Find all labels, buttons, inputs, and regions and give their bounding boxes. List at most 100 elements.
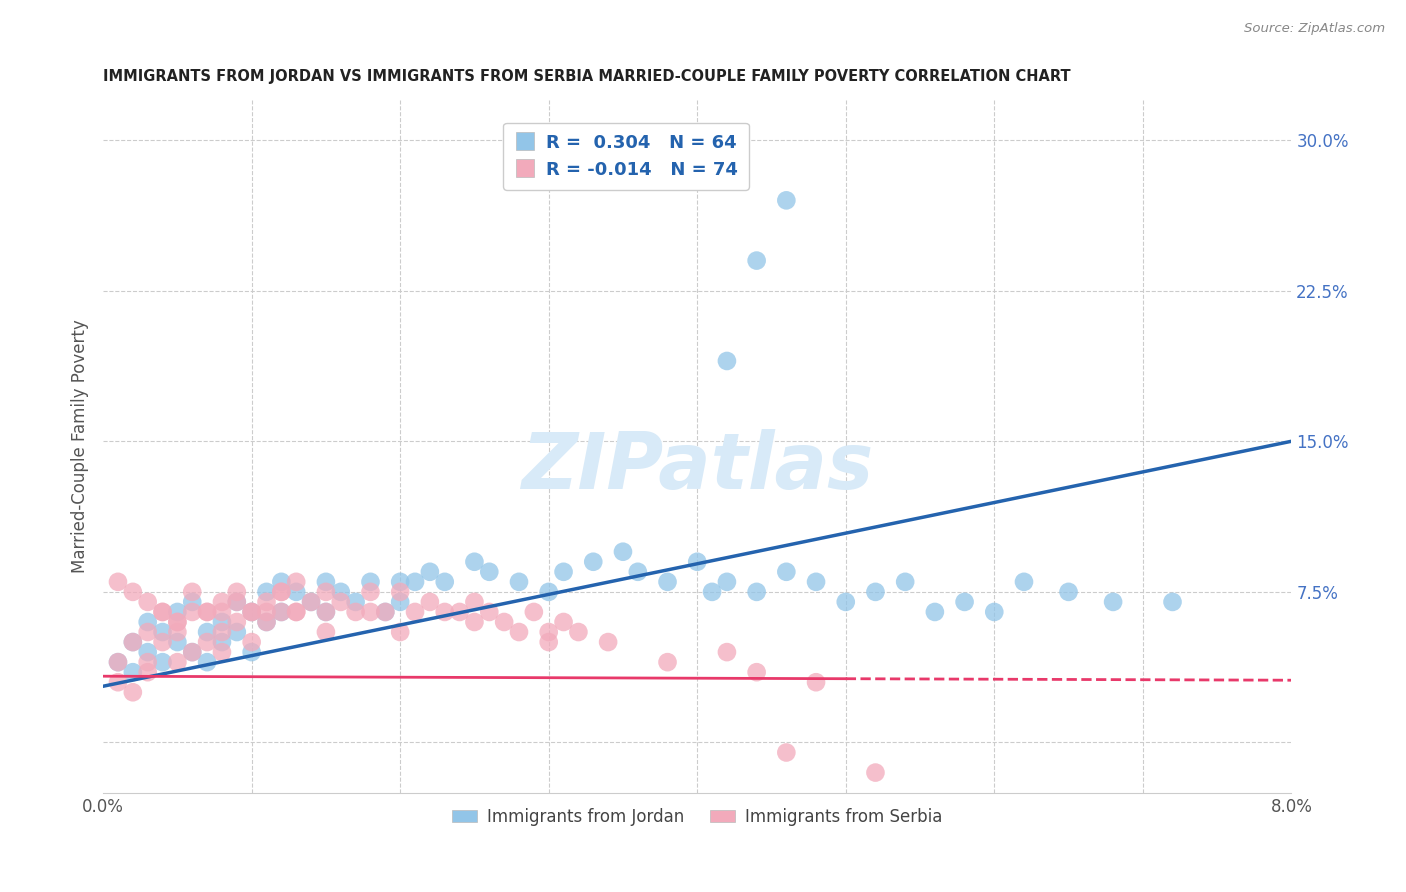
- Point: [166, 625, 188, 640]
- Point: [329, 595, 352, 609]
- Point: [121, 585, 143, 599]
- Y-axis label: Married-Couple Family Poverty: Married-Couple Family Poverty: [72, 319, 89, 574]
- Point: [700, 585, 723, 599]
- Point: [582, 555, 605, 569]
- Point: [181, 645, 204, 659]
- Point: [195, 605, 218, 619]
- Point: [612, 545, 634, 559]
- Point: [166, 605, 188, 619]
- Point: [389, 625, 412, 640]
- Point: [329, 585, 352, 599]
- Point: [152, 605, 174, 619]
- Point: [463, 555, 485, 569]
- Point: [270, 585, 292, 599]
- Point: [775, 194, 797, 208]
- Point: [404, 574, 426, 589]
- Point: [537, 585, 560, 599]
- Point: [716, 645, 738, 659]
- Point: [240, 645, 263, 659]
- Point: [152, 635, 174, 649]
- Point: [745, 253, 768, 268]
- Point: [359, 574, 381, 589]
- Point: [745, 665, 768, 680]
- Point: [270, 605, 292, 619]
- Point: [433, 574, 456, 589]
- Point: [419, 565, 441, 579]
- Point: [225, 595, 247, 609]
- Point: [433, 605, 456, 619]
- Point: [181, 585, 204, 599]
- Point: [804, 675, 827, 690]
- Point: [240, 605, 263, 619]
- Point: [166, 635, 188, 649]
- Point: [121, 685, 143, 699]
- Point: [256, 615, 278, 629]
- Point: [225, 615, 247, 629]
- Legend: Immigrants from Jordan, Immigrants from Serbia: Immigrants from Jordan, Immigrants from …: [446, 802, 949, 833]
- Point: [166, 655, 188, 669]
- Point: [315, 625, 337, 640]
- Point: [136, 595, 159, 609]
- Point: [121, 665, 143, 680]
- Point: [389, 595, 412, 609]
- Point: [299, 595, 322, 609]
- Point: [240, 635, 263, 649]
- Point: [315, 605, 337, 619]
- Point: [211, 635, 233, 649]
- Text: ZIPatlas: ZIPatlas: [522, 429, 873, 505]
- Point: [523, 605, 546, 619]
- Point: [567, 625, 589, 640]
- Point: [107, 574, 129, 589]
- Point: [404, 605, 426, 619]
- Point: [270, 585, 292, 599]
- Point: [716, 574, 738, 589]
- Point: [463, 595, 485, 609]
- Point: [136, 655, 159, 669]
- Point: [107, 655, 129, 669]
- Point: [657, 574, 679, 589]
- Point: [716, 354, 738, 368]
- Point: [136, 625, 159, 640]
- Point: [344, 595, 367, 609]
- Point: [107, 655, 129, 669]
- Point: [211, 605, 233, 619]
- Point: [121, 635, 143, 649]
- Point: [508, 625, 530, 640]
- Point: [211, 625, 233, 640]
- Point: [166, 615, 188, 629]
- Point: [1161, 595, 1184, 609]
- Point: [152, 605, 174, 619]
- Point: [152, 625, 174, 640]
- Point: [136, 665, 159, 680]
- Point: [270, 605, 292, 619]
- Point: [478, 605, 501, 619]
- Point: [136, 615, 159, 629]
- Point: [211, 615, 233, 629]
- Point: [835, 595, 858, 609]
- Point: [537, 625, 560, 640]
- Point: [865, 585, 887, 599]
- Point: [686, 555, 709, 569]
- Point: [299, 595, 322, 609]
- Point: [211, 645, 233, 659]
- Point: [166, 615, 188, 629]
- Point: [256, 615, 278, 629]
- Point: [270, 574, 292, 589]
- Point: [598, 635, 620, 649]
- Point: [865, 765, 887, 780]
- Point: [983, 605, 1005, 619]
- Point: [775, 746, 797, 760]
- Point: [478, 565, 501, 579]
- Point: [225, 585, 247, 599]
- Point: [359, 605, 381, 619]
- Point: [553, 615, 575, 629]
- Point: [389, 574, 412, 589]
- Point: [374, 605, 396, 619]
- Point: [344, 605, 367, 619]
- Point: [315, 585, 337, 599]
- Point: [285, 574, 308, 589]
- Point: [315, 605, 337, 619]
- Point: [657, 655, 679, 669]
- Point: [924, 605, 946, 619]
- Point: [121, 635, 143, 649]
